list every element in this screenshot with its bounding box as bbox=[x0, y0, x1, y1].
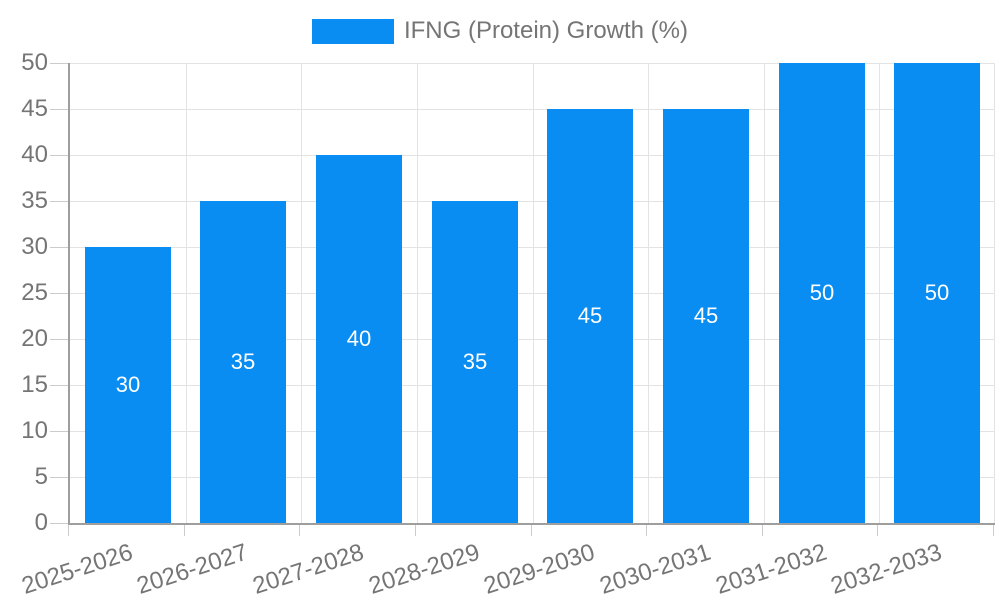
y-axis-label: 0 bbox=[34, 509, 48, 536]
v-gridline bbox=[186, 63, 187, 523]
x-axis-tick bbox=[415, 525, 416, 536]
v-gridline bbox=[533, 63, 534, 523]
y-axis-tick bbox=[50, 385, 68, 386]
v-gridline bbox=[301, 63, 302, 523]
y-axis-label: 40 bbox=[21, 141, 48, 168]
bar: 35 bbox=[200, 201, 286, 523]
bar-value-label: 40 bbox=[346, 326, 372, 351]
y-axis-label: 15 bbox=[21, 371, 48, 398]
bar-value-label: 50 bbox=[924, 280, 950, 305]
bar: 50 bbox=[894, 63, 980, 523]
bar: 45 bbox=[663, 109, 749, 523]
h-gridline bbox=[70, 431, 995, 432]
x-axis-tick bbox=[877, 525, 878, 536]
y-axis-tick bbox=[50, 247, 68, 248]
h-gridline bbox=[70, 109, 995, 110]
plot-area: 30 35 40 35 45 45 50 50 bbox=[68, 63, 995, 525]
y-axis-tick bbox=[50, 477, 68, 478]
x-axis-tick bbox=[646, 525, 647, 536]
bar-value-label: 50 bbox=[809, 280, 835, 305]
bar: 40 bbox=[316, 155, 402, 523]
h-gridline bbox=[70, 477, 995, 478]
bar-value-label: 45 bbox=[577, 303, 603, 328]
h-gridline bbox=[70, 339, 995, 340]
h-gridline bbox=[70, 385, 995, 386]
v-gridline bbox=[879, 63, 880, 523]
bar-value-label: 35 bbox=[462, 349, 488, 374]
y-axis-label: 10 bbox=[21, 417, 48, 444]
v-gridline bbox=[764, 63, 765, 523]
legend-label: IFNG (Protein) Growth (%) bbox=[403, 17, 689, 44]
x-axis-tick bbox=[184, 525, 185, 536]
bar-value-label: 30 bbox=[115, 372, 141, 397]
y-axis-label: 35 bbox=[21, 187, 48, 214]
bar: 30 bbox=[85, 247, 171, 523]
y-axis-tick bbox=[50, 155, 68, 156]
y-axis-label: 5 bbox=[34, 463, 48, 490]
bar: 45 bbox=[547, 109, 633, 523]
y-axis-label: 30 bbox=[21, 233, 48, 260]
x-axis-tick bbox=[993, 525, 994, 536]
legend-swatch bbox=[311, 18, 394, 44]
y-axis-tick bbox=[50, 293, 68, 294]
bar-value-label: 45 bbox=[693, 303, 719, 328]
h-gridline bbox=[70, 155, 995, 156]
h-gridline bbox=[70, 63, 995, 64]
y-axis-tick bbox=[50, 431, 68, 432]
y-axis-tick bbox=[50, 339, 68, 340]
v-gridline bbox=[648, 63, 649, 523]
v-gridline bbox=[994, 63, 995, 523]
chart-legend: IFNG (Protein) Growth (%) bbox=[0, 17, 1000, 45]
x-axis-tick bbox=[68, 525, 69, 536]
bar: 50 bbox=[779, 63, 865, 523]
y-axis-label: 45 bbox=[21, 95, 48, 122]
y-axis-tick bbox=[50, 201, 68, 202]
y-axis-label: 25 bbox=[21, 279, 48, 306]
x-axis-tick bbox=[762, 525, 763, 536]
x-axis-tick bbox=[299, 525, 300, 536]
y-axis-tick bbox=[50, 109, 68, 110]
y-axis-tick bbox=[50, 523, 68, 524]
y-axis-label: 20 bbox=[21, 325, 48, 352]
v-gridline bbox=[417, 63, 418, 523]
bar: 35 bbox=[432, 201, 518, 523]
y-axis-label: 50 bbox=[21, 49, 48, 76]
h-gridline bbox=[70, 247, 995, 248]
y-axis-tick bbox=[50, 63, 68, 64]
h-gridline bbox=[70, 201, 995, 202]
h-gridline bbox=[70, 293, 995, 294]
bar-value-label: 35 bbox=[230, 349, 256, 374]
x-axis-tick bbox=[531, 525, 532, 536]
